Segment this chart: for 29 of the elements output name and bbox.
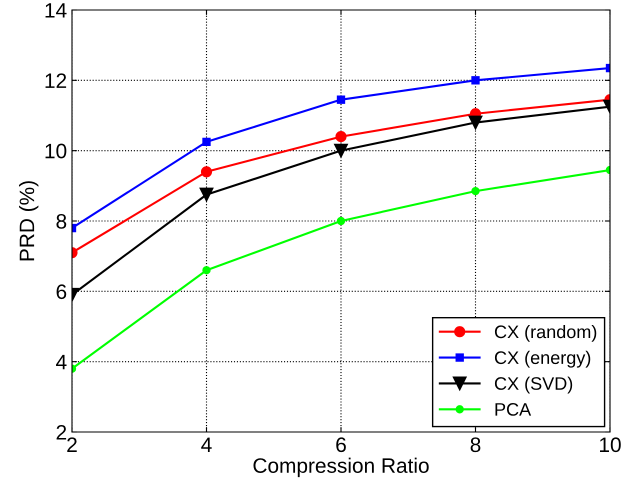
point	[336, 96, 346, 104]
x-tick-label: 6	[336, 437, 346, 452]
point	[471, 76, 480, 84]
legend-label: CX (random)	[494, 324, 596, 342]
point	[200, 166, 212, 178]
y-tick-label: 8	[56, 214, 66, 229]
y-axis-title: PRD (%)	[18, 181, 38, 260]
x-axis-title: Compression Ratio	[253, 458, 429, 478]
y-tick-label: 12	[46, 73, 66, 88]
x-tick-label: 8	[470, 437, 480, 452]
point	[336, 216, 346, 226]
x-tick-label: 10	[600, 437, 621, 452]
point	[334, 144, 348, 158]
point	[202, 266, 211, 274]
point	[200, 188, 214, 202]
legend-label: PCA	[496, 403, 532, 416]
legend-label: CX (SVD)	[494, 376, 572, 394]
point	[471, 186, 480, 196]
point	[468, 116, 482, 130]
x-tick-label: 4	[201, 438, 212, 452]
y-tick-label: 10	[46, 144, 66, 158]
y-tick-label: 4	[56, 354, 67, 370]
point	[335, 131, 347, 142]
y-tick-label: 14	[46, 3, 67, 18]
y-tick-label: 6	[56, 284, 66, 300]
y-tick-label: 2	[56, 425, 66, 440]
legend-label: CX (energy)	[494, 350, 590, 368]
x-tick-label: 2	[67, 437, 77, 452]
point	[202, 138, 211, 146]
